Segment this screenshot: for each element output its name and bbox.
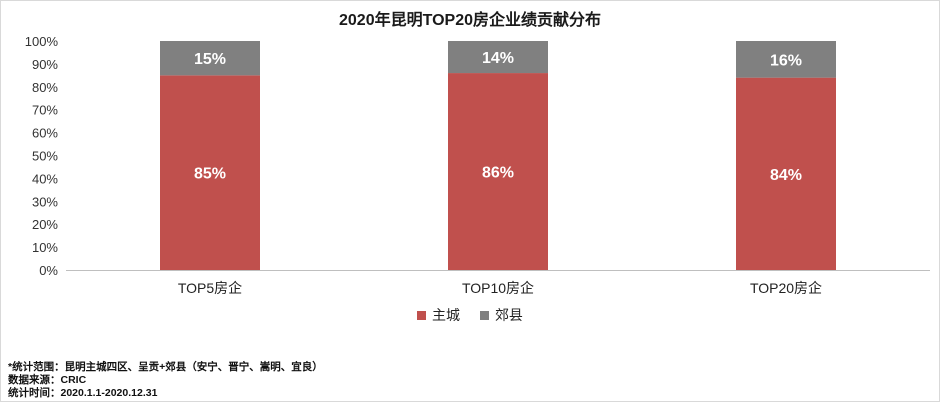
note-scope: *统计范围：昆明主城四区、呈贡+郊县（安宁、晋宁、嵩明、宜良） bbox=[8, 361, 323, 373]
y-tick-label: 100% bbox=[25, 34, 59, 49]
data-label: 85% bbox=[194, 166, 226, 183]
bar-segment-main bbox=[736, 77, 836, 270]
legend-item-main: 主城 bbox=[417, 305, 460, 325]
bar-segment-main bbox=[160, 75, 260, 270]
y-tick-label: 90% bbox=[32, 57, 58, 72]
chart-title: 2020年昆明TOP20房企业绩贡献分布 bbox=[339, 12, 601, 29]
y-tick-label: 60% bbox=[32, 126, 58, 141]
y-tick-label: 40% bbox=[32, 171, 58, 186]
x-tick-label: TOP10房企 bbox=[462, 280, 534, 296]
bar-segment-suburb bbox=[736, 41, 836, 78]
x-tick-label: TOP20房企 bbox=[750, 280, 822, 296]
footnotes: *统计范围：昆明主城四区、呈贡+郊县（安宁、晋宁、嵩明、宜良） 数据来源：CRI… bbox=[8, 361, 323, 400]
data-label: 16% bbox=[770, 52, 802, 69]
legend-swatch-main bbox=[417, 310, 427, 320]
legend-item-suburb: 郊县 bbox=[479, 305, 523, 325]
y-tick-label: 10% bbox=[32, 240, 58, 255]
note-period: 统计时间：2020.1.1-2020.12.31 bbox=[8, 387, 158, 399]
bar-segment-suburb bbox=[448, 41, 548, 74]
y-tick-label: 80% bbox=[32, 80, 58, 95]
note-source: 数据来源：CRIC bbox=[8, 374, 87, 386]
legend-swatch-suburb bbox=[479, 310, 489, 320]
y-tick-label: 0% bbox=[39, 263, 58, 278]
stacked-bar-chart: 0% 10% 20% 30% 40% 50% 60% 70% 80% 90% 100% 85% 15% T… bbox=[25, 34, 930, 296]
y-tick-label: 70% bbox=[32, 103, 58, 118]
y-tick-label: 20% bbox=[32, 217, 58, 232]
y-tick-label: 50% bbox=[32, 149, 58, 164]
data-label: 14% bbox=[482, 50, 514, 67]
data-label: 86% bbox=[482, 165, 514, 182]
y-tick-label: 30% bbox=[32, 194, 58, 209]
bar-segment-suburb bbox=[160, 41, 260, 76]
data-label: 84% bbox=[770, 167, 802, 184]
x-tick-label: TOP5房企 bbox=[178, 280, 242, 296]
legend-label-main: 主城 bbox=[432, 307, 461, 323]
bar-segment-main bbox=[448, 73, 548, 270]
data-label: 15% bbox=[194, 51, 226, 68]
legend-label-suburb: 郊县 bbox=[494, 307, 523, 323]
legend: 主城 郊县 bbox=[0, 305, 940, 325]
